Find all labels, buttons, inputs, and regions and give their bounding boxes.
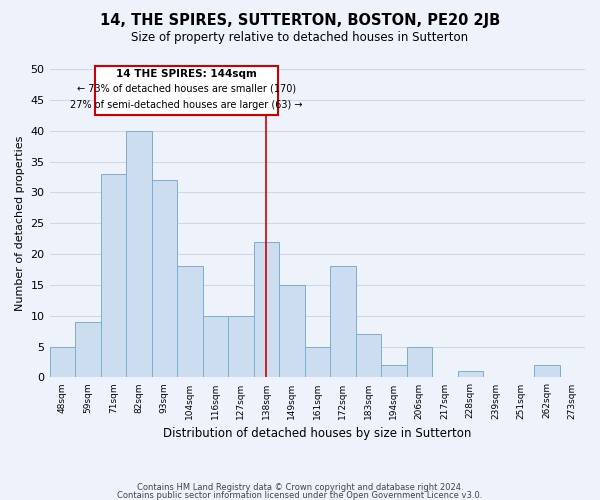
Y-axis label: Number of detached properties: Number of detached properties [15, 136, 25, 311]
Bar [381, 365, 407, 378]
Bar [228, 316, 254, 378]
Text: Contains public sector information licensed under the Open Government Licence v3: Contains public sector information licen… [118, 492, 482, 500]
FancyBboxPatch shape [95, 66, 278, 116]
Bar [152, 180, 177, 378]
Text: 27% of semi-detached houses are larger (63) →: 27% of semi-detached houses are larger (… [70, 100, 303, 110]
Bar [50, 346, 75, 378]
Text: Contains HM Land Registry data © Crown copyright and database right 2024.: Contains HM Land Registry data © Crown c… [137, 483, 463, 492]
Text: Size of property relative to detached houses in Sutterton: Size of property relative to detached ho… [131, 31, 469, 44]
Text: 14, THE SPIRES, SUTTERTON, BOSTON, PE20 2JB: 14, THE SPIRES, SUTTERTON, BOSTON, PE20 … [100, 12, 500, 28]
Bar [279, 285, 305, 378]
Bar [126, 130, 152, 378]
Bar [305, 346, 330, 378]
Bar [101, 174, 126, 378]
Bar [177, 266, 203, 378]
Bar [534, 365, 560, 378]
Bar [407, 346, 432, 378]
Bar [330, 266, 356, 378]
Text: 14 THE SPIRES: 144sqm: 14 THE SPIRES: 144sqm [116, 69, 257, 79]
Text: ← 73% of detached houses are smaller (170): ← 73% of detached houses are smaller (17… [77, 84, 296, 94]
Bar [254, 242, 279, 378]
Bar [203, 316, 228, 378]
Bar [356, 334, 381, 378]
X-axis label: Distribution of detached houses by size in Sutterton: Distribution of detached houses by size … [163, 427, 472, 440]
Bar [75, 322, 101, 378]
Bar [458, 372, 483, 378]
